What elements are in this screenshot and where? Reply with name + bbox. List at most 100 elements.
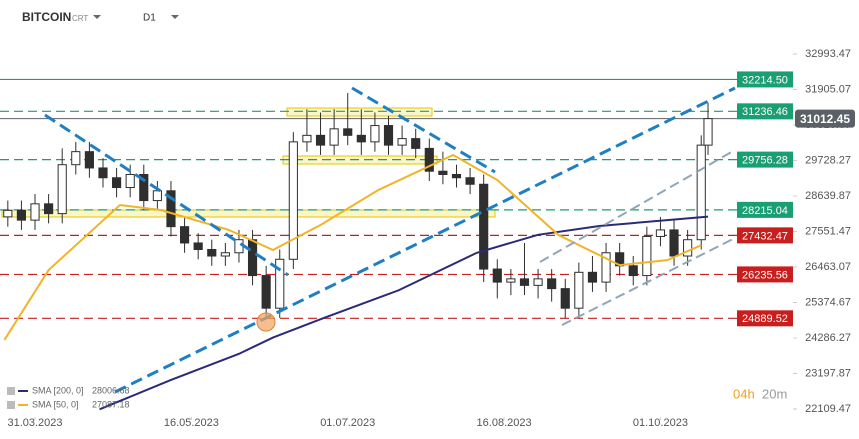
y-tick-label: 28639.87 (805, 190, 851, 202)
legend: SMA [200, 0] 28006.68 SMA [50, 0] 27087.18 (7, 385, 130, 409)
candle-body (669, 229, 679, 257)
interval: D1 (143, 13, 156, 24)
legend-icon (7, 387, 15, 395)
legend-icon (7, 401, 15, 409)
candle-body (98, 167, 108, 179)
trend-lines (44, 86, 736, 394)
candle-body (179, 226, 190, 244)
legend-value: 28006.68 (92, 385, 130, 395)
candle-body (356, 134, 366, 143)
level-tag (737, 201, 793, 218)
price-tag (795, 109, 855, 128)
level-tag (737, 227, 793, 244)
y-tick-label: 27551.47 (805, 225, 851, 237)
axes: 32993.4731905.0730816.6729728.2728639.87… (7, 48, 851, 429)
x-tick-label: 16.08.2023 (477, 417, 532, 429)
legend-swatch (18, 404, 28, 406)
level-tag (737, 151, 793, 168)
candle-body (112, 177, 122, 189)
candle-body (642, 235, 652, 277)
candle-body (193, 242, 203, 250)
candle-body (84, 151, 94, 169)
candle-body (302, 134, 312, 143)
candle-body (519, 278, 530, 286)
x-tick-label: 01.07.2023 (320, 417, 375, 429)
candle-body (261, 275, 271, 309)
candle-body (587, 271, 598, 283)
level-tag (737, 266, 793, 283)
dropdown-caret[interactable] (93, 15, 101, 19)
candle-body (560, 288, 570, 309)
legend-name: SMA [200, 0] (32, 385, 84, 395)
price-label: 31012.45 (800, 112, 850, 126)
sma-line (3, 153, 702, 341)
candle-body (451, 173, 462, 179)
candle-body (275, 258, 285, 309)
candle-body (370, 125, 380, 143)
candle-body (220, 252, 230, 257)
candle-body (601, 252, 611, 283)
market: CRT (72, 14, 88, 23)
level-label: 31236.46 (742, 106, 788, 118)
zone-box (1, 209, 496, 218)
candle-body (438, 170, 448, 175)
candle-body (397, 138, 407, 146)
level-label: 28215.04 (742, 205, 788, 217)
marker (256, 312, 276, 332)
sma-line (99, 215, 709, 411)
y-tick-label: 25374.67 (805, 296, 851, 308)
x-tick-label: 31.03.2023 (7, 417, 62, 429)
channel-line (539, 149, 736, 263)
timer-minutes: 20m (762, 386, 787, 401)
y-tick-label: 22109.47 (805, 403, 851, 415)
candle-body (315, 134, 326, 146)
level-label: 32214.50 (742, 74, 788, 86)
candle-body (30, 203, 40, 221)
dropdown-caret[interactable] (171, 15, 179, 19)
candle-body (207, 248, 217, 257)
candle-body (343, 128, 353, 136)
level-label: 24889.52 (742, 313, 788, 325)
x-tick-label: 01.10.2023 (633, 417, 688, 429)
candle-body (479, 183, 489, 270)
trend-line (114, 86, 736, 394)
candle-body (547, 278, 557, 290)
candle-body (492, 268, 502, 283)
candle-body (703, 118, 713, 146)
level-tag (737, 103, 793, 120)
candle-body (683, 239, 693, 257)
level-tag (737, 71, 793, 88)
candle-body (139, 173, 149, 202)
zone-box (286, 107, 433, 117)
y-tick-label: 23197.87 (805, 367, 851, 379)
y-tick-label: 32993.47 (805, 48, 851, 60)
candle-body (574, 271, 584, 309)
candle-body (166, 190, 176, 228)
symbol: BITCOIN (22, 10, 71, 24)
candle-body (424, 147, 434, 172)
moving-averages (3, 153, 709, 411)
levels (0, 78, 793, 319)
legend-value: 27087.18 (92, 399, 130, 409)
candle-body (16, 209, 26, 221)
candle-body (533, 278, 543, 286)
x-tick-label: 16.05.2023 (164, 417, 219, 429)
candle-body (71, 151, 81, 166)
candle-body (411, 138, 421, 149)
level-labels: 32214.50 31236.46 29756.28 28215.04 27432.47… (737, 71, 855, 327)
candle-body (465, 177, 475, 185)
level-label: 27432.47 (742, 230, 788, 242)
candle-body (506, 278, 516, 283)
trend-line (44, 113, 289, 277)
level-tag (737, 310, 793, 327)
candle-body (696, 144, 706, 241)
candle-body (383, 125, 394, 146)
legend-swatch (18, 390, 28, 392)
trend-line (351, 86, 496, 174)
candles (3, 92, 713, 320)
level-label: 29756.28 (742, 155, 788, 167)
candle-body (288, 141, 298, 260)
y-tick-label: 26463.07 (805, 261, 851, 273)
